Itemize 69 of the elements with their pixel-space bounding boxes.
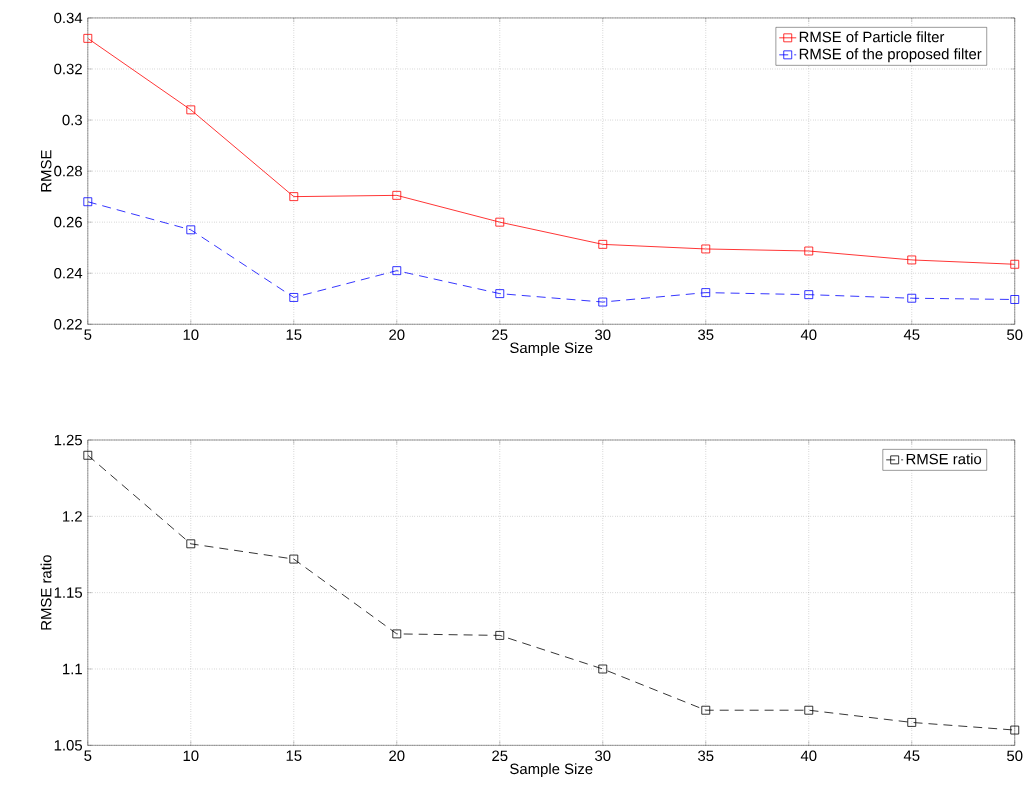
point (186, 225, 196, 235)
x-tick-label: 30 (595, 750, 611, 761)
y-tick-label: 0.22 (54, 318, 82, 330)
legend-label: RMSE of the proposed filter (799, 48, 982, 63)
legend-label: RMSE of Particle filter (799, 31, 945, 43)
point (289, 192, 299, 201)
x-tick-label: 35 (698, 329, 714, 340)
x-tick-label: 40 (800, 329, 817, 340)
point (598, 664, 608, 674)
x-tick-label: 15 (286, 329, 302, 340)
x-tick-label: 20 (389, 329, 405, 340)
point (701, 288, 711, 297)
point (83, 33, 93, 43)
y-tick-label: 1.2 (63, 511, 82, 522)
point (907, 255, 917, 265)
point (907, 717, 917, 727)
x-tick-label: 5 (84, 329, 92, 340)
y-axis-title: RMSE (40, 150, 52, 192)
x-tick-label: 25 (492, 329, 508, 340)
point (83, 450, 93, 460)
y-tick-label: 0.34 (54, 12, 83, 24)
point (1010, 259, 1020, 269)
legend-label: RMSE ratio (906, 453, 982, 465)
x-tick-label: 15 (286, 750, 302, 761)
point (804, 705, 814, 715)
x-tick-label: 45 (903, 750, 920, 761)
x-tick-label: 30 (595, 329, 611, 340)
x-tick-label: 35 (698, 750, 714, 761)
point (598, 297, 608, 307)
point (392, 629, 402, 639)
x-tick-label: 40 (800, 750, 817, 761)
point (289, 292, 299, 302)
point (186, 105, 196, 115)
x-axis-title: Sample Size (510, 763, 593, 778)
y-tick-label: 1.15 (54, 587, 83, 598)
y-tick-label: 0.24 (54, 267, 83, 279)
point (804, 246, 814, 256)
y-tick-label: 1.05 (54, 739, 83, 751)
x-tick-label: 20 (389, 750, 405, 761)
y-axis-title: RMSE ratio (40, 555, 52, 630)
x-tick-label: 50 (1007, 329, 1023, 340)
point (598, 239, 608, 249)
point (289, 554, 299, 564)
point (701, 244, 711, 254)
y-tick-label: 0.3 (62, 114, 82, 126)
x-tick-label: 50 (1007, 750, 1023, 761)
point (495, 217, 505, 227)
y-tick-label: 0.28 (54, 165, 82, 177)
x-tick-label: 10 (183, 750, 199, 761)
x-tick-label: 25 (492, 750, 508, 761)
point (495, 289, 505, 298)
y-tick-label: 1.1 (63, 663, 82, 675)
point (392, 266, 402, 275)
point (1010, 295, 1020, 304)
x-axis-title: Sample Size (510, 342, 593, 356)
point (804, 290, 814, 299)
point (701, 705, 711, 715)
point (907, 293, 917, 303)
point (186, 539, 196, 549)
y-tick-label: 0.32 (54, 63, 82, 75)
point (392, 190, 402, 200)
x-tick-label: 10 (183, 329, 199, 340)
y-tick-label: 0.26 (54, 216, 82, 228)
point (83, 197, 93, 207)
point (1010, 725, 1020, 735)
point (495, 630, 505, 640)
y-tick-label: 1.25 (54, 434, 83, 446)
x-tick-label: 5 (84, 750, 92, 761)
x-tick-label: 45 (903, 329, 920, 340)
